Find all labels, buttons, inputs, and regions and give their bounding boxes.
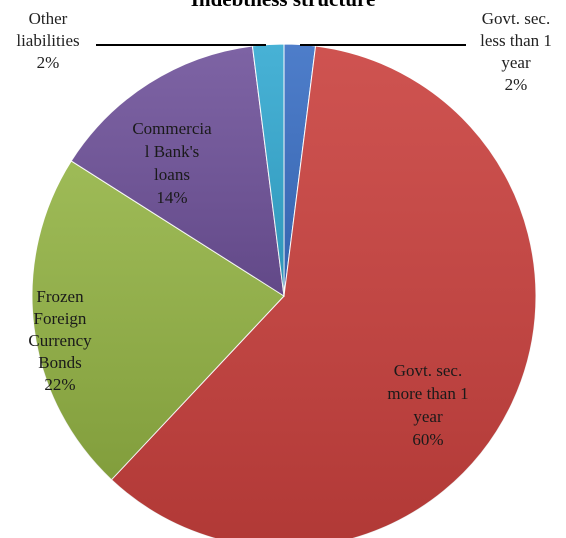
data-labels: Govt. sec. less than 1 year 2% Govt. sec. mor…: [16, 9, 552, 449]
pie-slices: [31, 43, 537, 538]
data-label-4-line-4: 14%: [156, 188, 187, 207]
data-label-3-line-3: Currency: [28, 331, 92, 350]
pie-slice-shade-5: [252, 44, 284, 296]
data-label-1-line-3: year: [501, 53, 531, 72]
data-label-5-line-3: 2%: [37, 53, 60, 72]
data-label-5-line-2: liabilities: [16, 31, 79, 50]
chart-title: Indebtness structure: [191, 0, 376, 11]
data-label-4-line-3: loans: [154, 165, 190, 184]
pie-slice-shade-3: [31, 160, 285, 480]
data-label-3-line-5: 22%: [44, 375, 75, 394]
data-label-2-line-3: year: [413, 407, 443, 426]
data-label-4-line-2: l Bank's: [145, 142, 200, 161]
data-label-5-line-1: Other: [29, 9, 68, 28]
pie-slice-shade-4: [71, 45, 284, 296]
data-label-2-line-4: 60%: [412, 430, 443, 449]
data-label-3-line-1: Frozen: [36, 287, 84, 306]
data-label-4-line-1: Commercia: [132, 119, 212, 138]
data-label-1: Govt. sec. less than 1 year 2%: [480, 9, 552, 94]
data-label-2-line-2: more than 1: [387, 384, 468, 403]
data-label-2-line-1: Govt. sec.: [394, 361, 462, 380]
data-label-1-line-4: 2%: [505, 75, 528, 94]
data-label-2: Govt. sec. more than 1 year 60%: [387, 361, 468, 449]
data-label-3: Frozen Foreign Currency Bonds 22%: [28, 287, 92, 394]
data-label-1-line-2: less than 1: [480, 31, 552, 50]
data-label-1-line-1: Govt. sec.: [482, 9, 550, 28]
data-label-3-line-4: Bonds: [38, 353, 81, 372]
data-label-5: Other liabilities 2%: [16, 9, 79, 72]
data-label-4: Commercia l Bank's loans 14%: [132, 119, 212, 207]
data-label-3-line-2: Foreign: [34, 309, 87, 328]
pie-slice-shade-2: [111, 45, 536, 538]
